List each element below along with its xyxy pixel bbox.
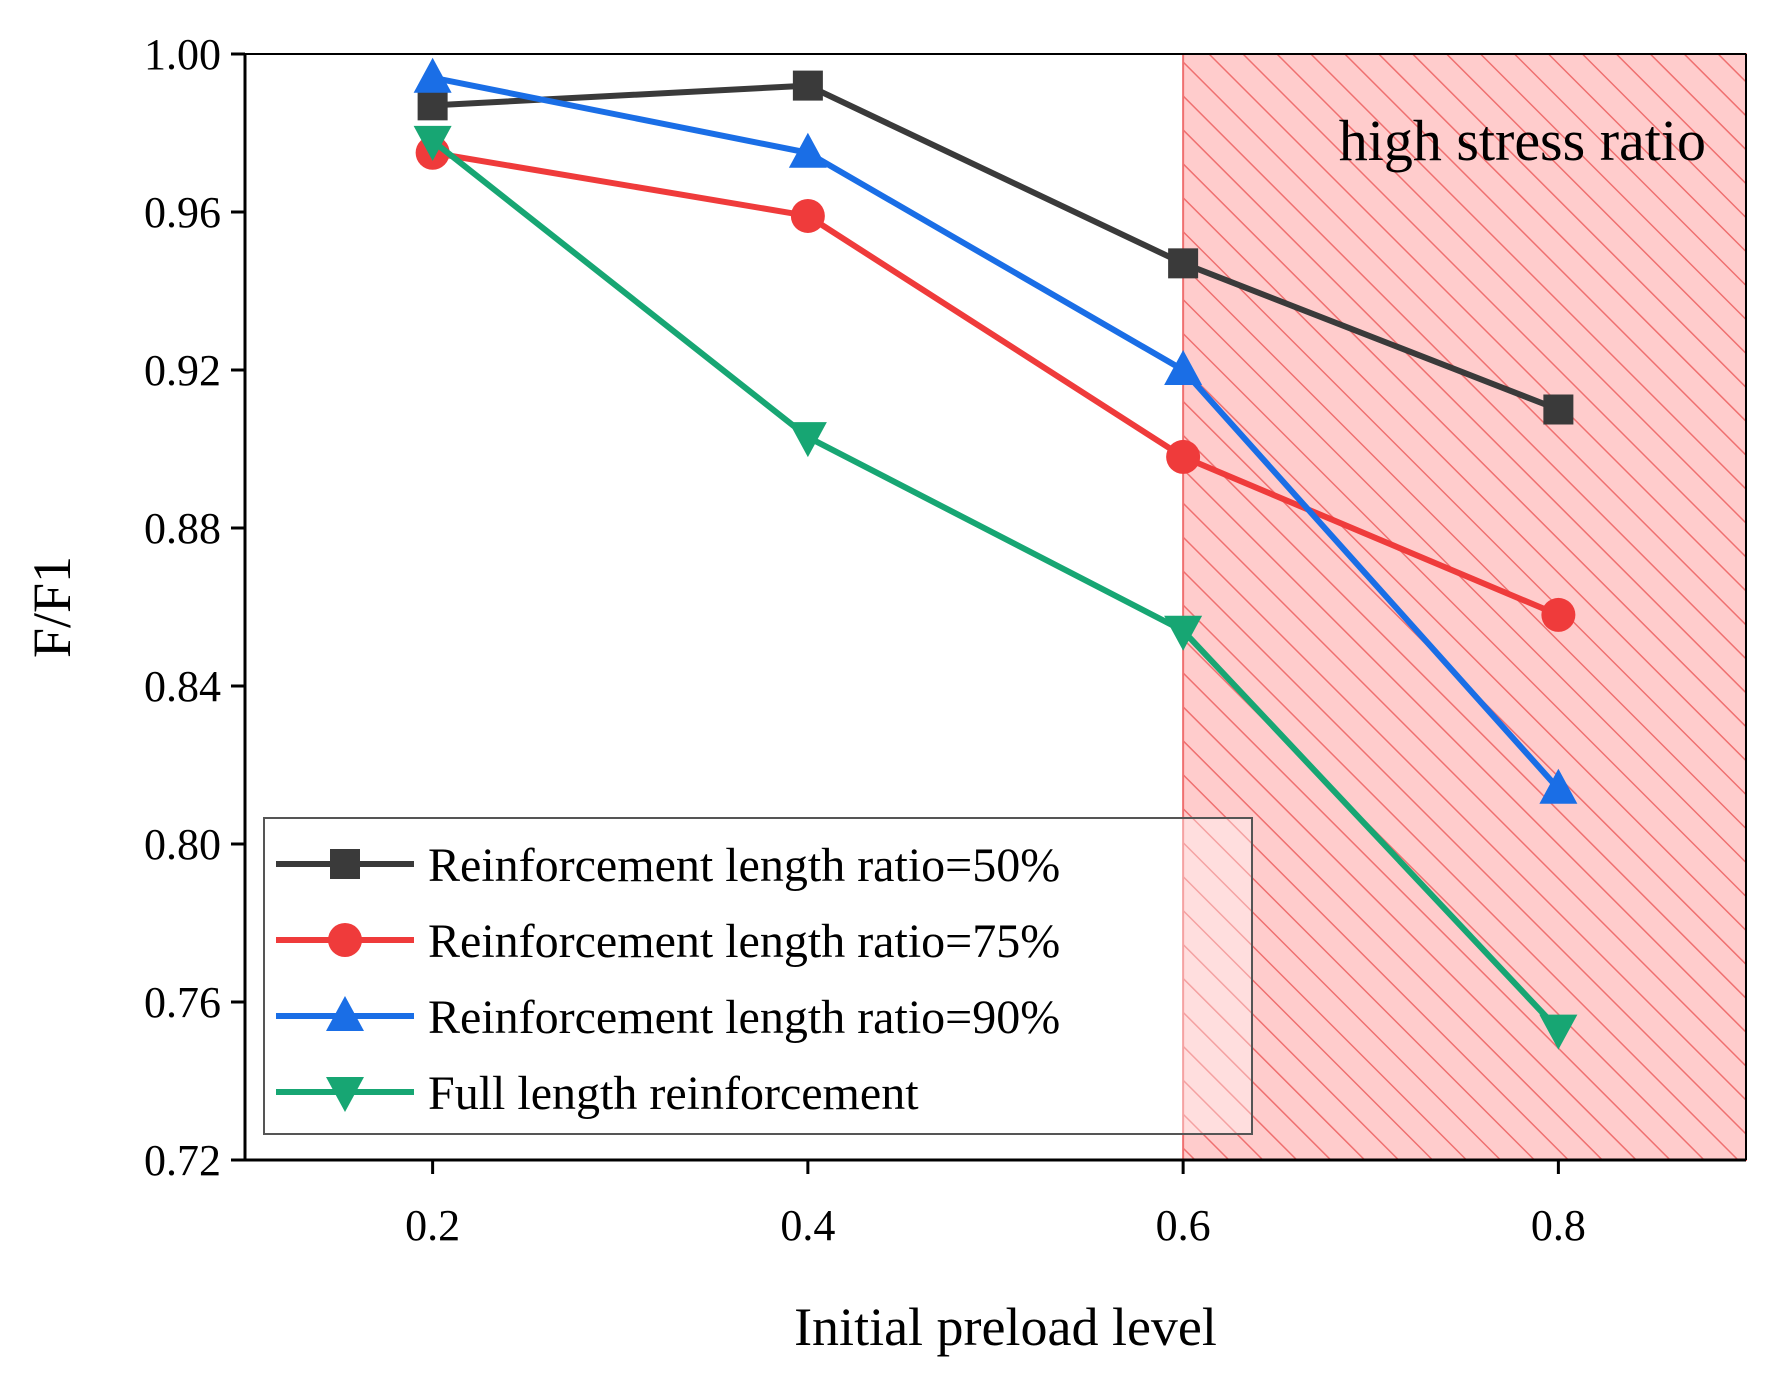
data-point bbox=[788, 422, 827, 458]
data-point bbox=[417, 90, 448, 121]
legend-item: Full length reinforcement bbox=[276, 1067, 919, 1120]
y-tick-label: 1.00 bbox=[144, 30, 221, 79]
y-tick-label: 0.80 bbox=[144, 820, 221, 869]
legend-label: Reinforcement length ratio=90% bbox=[428, 991, 1060, 1044]
data-point bbox=[1168, 248, 1199, 279]
series-line bbox=[432, 74, 1561, 791]
legend-label: Reinforcement length ratio=50% bbox=[428, 839, 1060, 892]
axes: 0.72 0.76 0.80 0.84 0.88 0.92 0.96 1.00 0.2 0.4 0.… bbox=[144, 30, 1747, 1250]
x-axis-title: Initial preload level bbox=[794, 1297, 1217, 1357]
series-3 bbox=[413, 57, 1578, 804]
legend-label: Full length reinforcement bbox=[428, 1067, 919, 1120]
high-stress-region bbox=[1182, 53, 1747, 1161]
legend-item: Reinforcement length ratio=90% bbox=[276, 991, 1060, 1044]
data-point bbox=[413, 57, 452, 93]
y-tick-label: 0.76 bbox=[144, 978, 221, 1027]
data-point bbox=[1541, 597, 1576, 632]
y-tick-label: 0.72 bbox=[144, 1136, 221, 1185]
y-tick-label: 0.88 bbox=[144, 504, 221, 553]
series-line bbox=[432, 82, 1560, 413]
high-stress-region-label: high stress ratio bbox=[1339, 108, 1706, 173]
legend-marker bbox=[330, 849, 360, 879]
series-2 bbox=[415, 135, 1576, 632]
legend-marker bbox=[326, 996, 364, 1031]
y-tick-label: 0.96 bbox=[144, 188, 221, 237]
legend-marker bbox=[328, 923, 362, 957]
legend-item: Reinforcement length ratio=75% bbox=[276, 915, 1060, 968]
data-point bbox=[792, 70, 823, 101]
series-1 bbox=[417, 70, 1574, 425]
x-tick-label: 0.6 bbox=[1156, 1201, 1211, 1250]
data-point bbox=[1539, 1014, 1578, 1050]
legend-box bbox=[263, 817, 1253, 1135]
y-tick-label: 0.84 bbox=[144, 662, 221, 711]
legend-marker bbox=[326, 1077, 364, 1112]
legend-item: Reinforcement length ratio=50% bbox=[276, 839, 1060, 892]
series-line bbox=[432, 149, 1560, 618]
series-layer bbox=[413, 57, 1578, 1050]
y-tick-label: 0.92 bbox=[144, 346, 221, 395]
x-tick-label: 0.4 bbox=[780, 1201, 835, 1250]
series-line bbox=[430, 138, 1561, 1032]
data-point bbox=[1164, 615, 1203, 651]
data-point bbox=[790, 198, 825, 233]
series-4 bbox=[413, 125, 1578, 1050]
x-tick-label: 0.2 bbox=[405, 1201, 460, 1250]
y-axis-title: F/F1 bbox=[22, 556, 82, 658]
data-point bbox=[413, 125, 452, 161]
legend-label: Reinforcement length ratio=75% bbox=[428, 915, 1060, 968]
x-tick-label: 0.8 bbox=[1531, 1201, 1586, 1250]
legend: Reinforcement length ratio=50% Reinforcem… bbox=[263, 817, 1253, 1135]
data-point bbox=[1166, 439, 1201, 474]
data-point bbox=[788, 132, 827, 168]
data-point bbox=[1539, 768, 1578, 804]
data-point bbox=[1164, 350, 1203, 385]
data-point bbox=[1543, 394, 1574, 425]
